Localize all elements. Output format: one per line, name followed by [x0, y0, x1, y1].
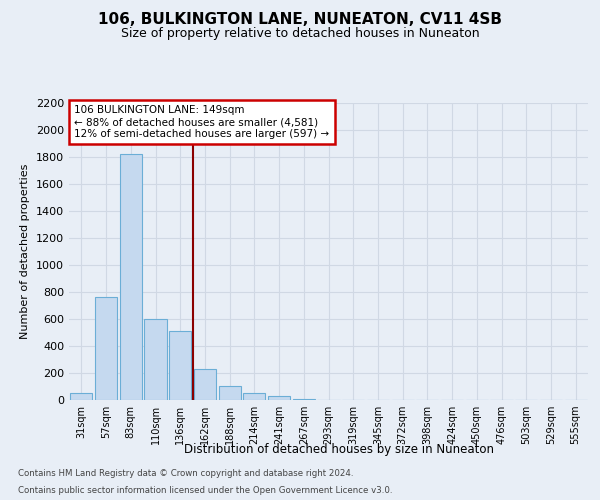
Bar — [95, 297, 117, 400]
Text: Size of property relative to detached houses in Nuneaton: Size of property relative to detached ho… — [121, 28, 479, 40]
Bar — [145, 319, 167, 400]
Y-axis label: Number of detached properties: Number of detached properties — [20, 164, 31, 339]
Bar — [268, 396, 290, 400]
Bar — [169, 331, 191, 400]
Text: 106, BULKINGTON LANE, NUNEATON, CV11 4SB: 106, BULKINGTON LANE, NUNEATON, CV11 4SB — [98, 12, 502, 28]
Bar — [70, 393, 92, 400]
Text: 106 BULKINGTON LANE: 149sqm
← 88% of detached houses are smaller (4,581)
12% of : 106 BULKINGTON LANE: 149sqm ← 88% of det… — [74, 106, 329, 138]
Bar — [218, 386, 241, 400]
Bar — [194, 369, 216, 400]
Bar — [293, 398, 315, 400]
Text: Distribution of detached houses by size in Nuneaton: Distribution of detached houses by size … — [184, 442, 494, 456]
Bar — [243, 393, 265, 400]
Text: Contains public sector information licensed under the Open Government Licence v3: Contains public sector information licen… — [18, 486, 392, 495]
Bar — [119, 154, 142, 400]
Text: Contains HM Land Registry data © Crown copyright and database right 2024.: Contains HM Land Registry data © Crown c… — [18, 468, 353, 477]
